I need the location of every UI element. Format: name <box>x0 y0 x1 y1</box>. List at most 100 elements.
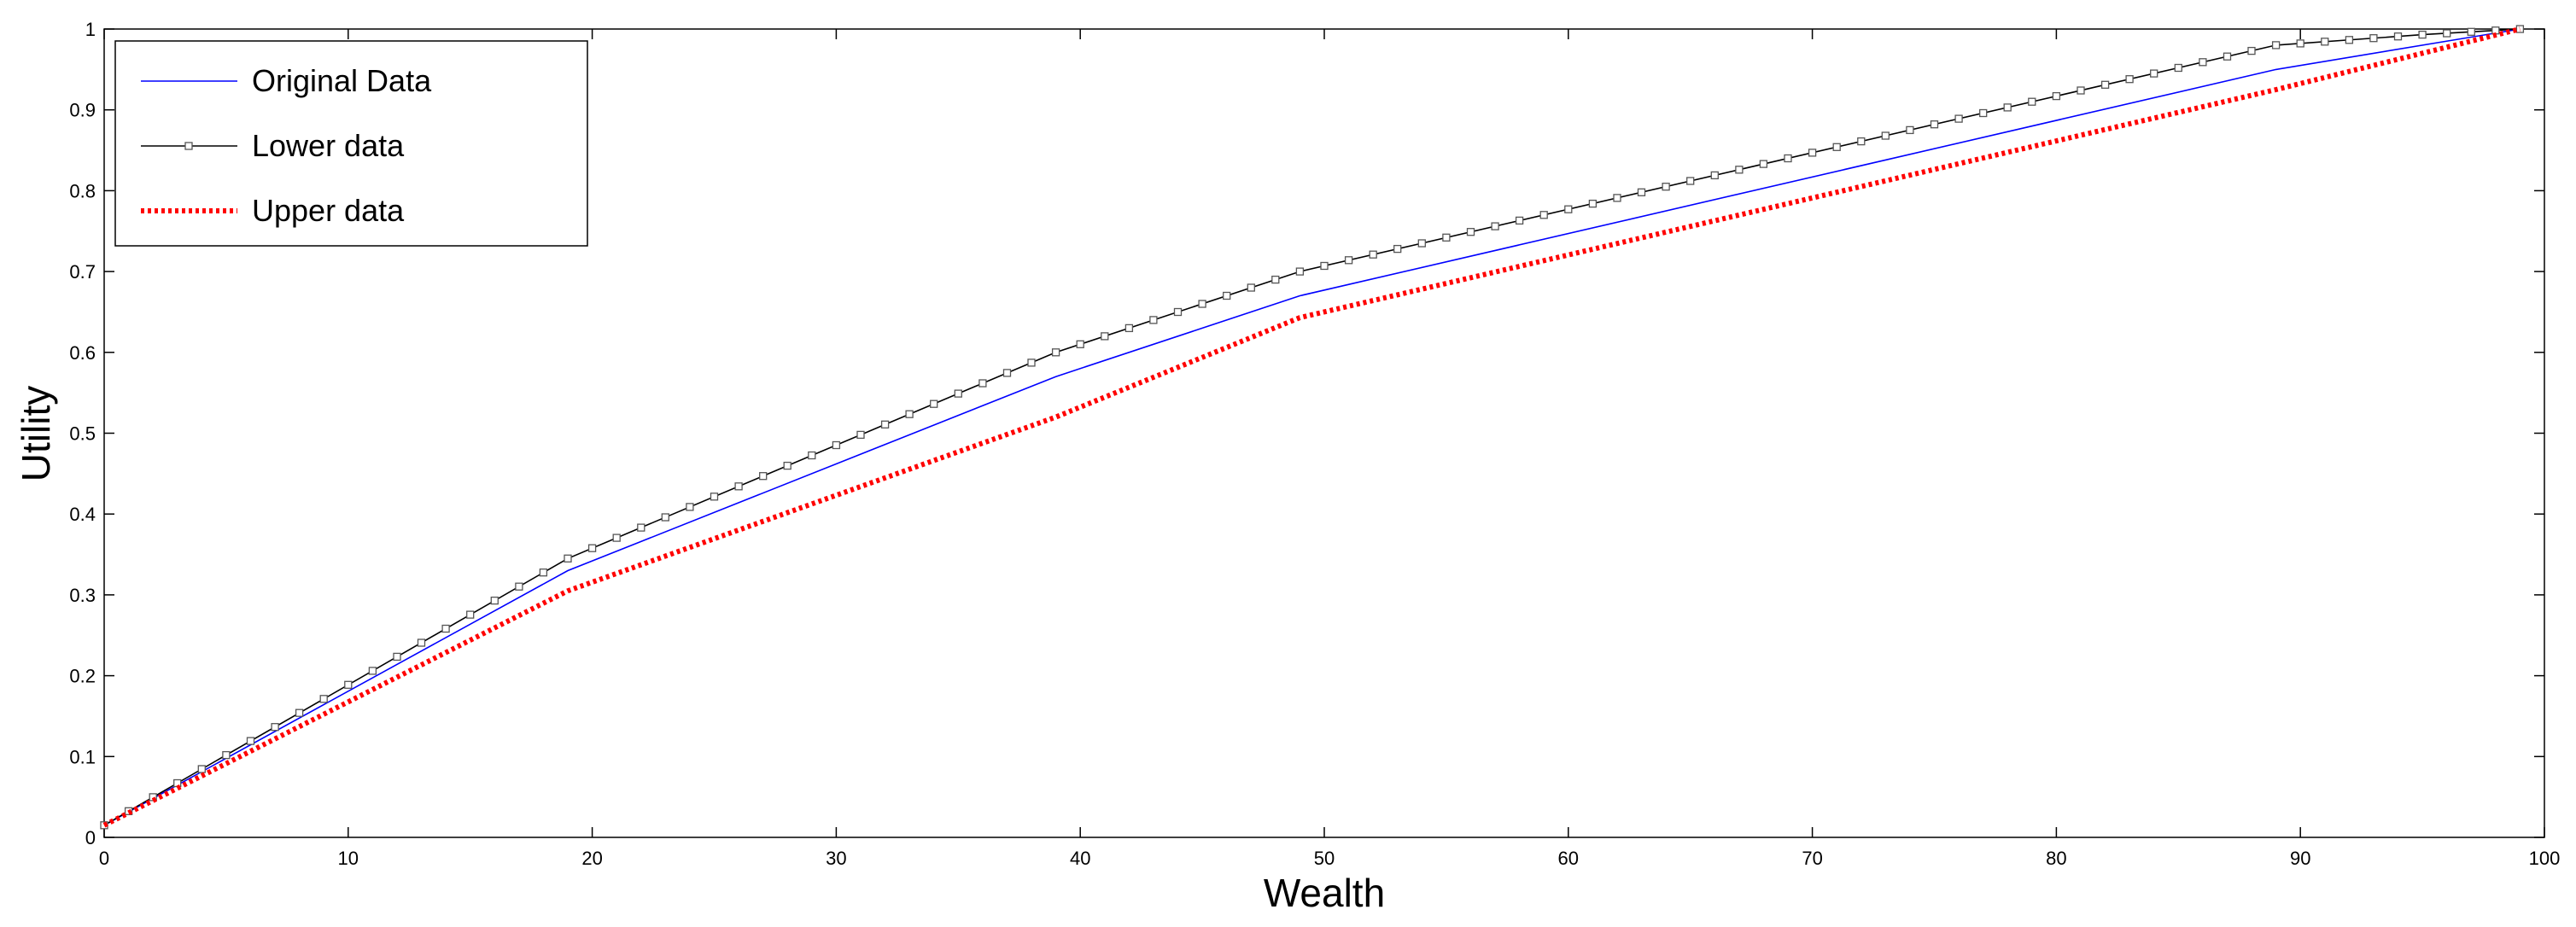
series-line <box>102 26 2521 828</box>
x-tick-label: 30 <box>826 848 846 869</box>
series-marker <box>1320 261 1329 271</box>
x-tick-label: 60 <box>1558 848 1579 869</box>
series-marker <box>2393 32 2403 41</box>
series-marker <box>1027 359 1036 367</box>
legend-label: Upper data <box>252 193 405 228</box>
legend-marker <box>184 142 193 150</box>
series-marker <box>1564 205 1573 213</box>
series-marker <box>954 389 962 398</box>
series-marker <box>1857 137 1866 146</box>
series-marker <box>734 482 743 491</box>
series-marker <box>295 708 304 717</box>
series-marker <box>246 737 255 745</box>
series-marker <box>1198 300 1206 308</box>
series-marker <box>661 513 669 522</box>
series-marker <box>1710 171 1719 180</box>
x-tick-label: 20 <box>581 848 602 869</box>
y-tick-label: 0.6 <box>69 342 96 364</box>
series-marker <box>2028 97 2036 106</box>
series-marker <box>1002 369 1012 377</box>
y-tick-label: 0.8 <box>69 180 96 201</box>
series-marker <box>1686 177 1695 185</box>
series-marker <box>2345 36 2354 44</box>
series-marker <box>417 638 426 647</box>
series-marker <box>490 596 499 605</box>
series-marker <box>197 765 206 773</box>
series-marker <box>2077 86 2085 95</box>
series-marker <box>1808 149 1817 157</box>
series-marker <box>319 695 328 703</box>
series-marker <box>880 420 890 429</box>
series-marker <box>783 461 791 470</box>
x-tick-label: 10 <box>338 848 359 869</box>
series-marker <box>2247 46 2256 55</box>
series-marker <box>2100 80 2110 89</box>
series-marker <box>2296 39 2304 48</box>
series-marker <box>466 610 475 619</box>
x-tick-label: 0 <box>99 848 109 869</box>
series-marker <box>832 440 841 450</box>
series-marker <box>1637 188 1646 196</box>
series-marker <box>1515 216 1524 225</box>
series-marker <box>2150 69 2158 78</box>
series-marker <box>1149 316 1158 324</box>
series-marker <box>637 523 645 532</box>
series-marker <box>515 582 523 591</box>
x-tick-label: 90 <box>2290 848 2310 869</box>
series-marker <box>1881 131 1890 140</box>
series-marker <box>808 451 816 460</box>
series-marker <box>1588 199 1598 208</box>
y-axis-label: Utility <box>14 386 58 481</box>
series-marker <box>2223 52 2232 61</box>
series-marker <box>2125 75 2134 84</box>
series-marker <box>1344 256 1353 265</box>
y-tick-label: 0.4 <box>69 504 96 525</box>
series-marker <box>2003 103 2012 112</box>
series-marker <box>1051 348 1060 357</box>
series-marker <box>1613 194 1621 202</box>
y-tick-label: 0.2 <box>69 666 96 687</box>
series-marker <box>2443 29 2451 38</box>
legend-label: Lower data <box>252 128 405 163</box>
y-tick-label: 0.9 <box>69 100 96 121</box>
series-marker <box>1784 154 1792 163</box>
x-tick-label: 100 <box>2529 848 2561 869</box>
series-marker <box>441 624 450 633</box>
series-marker <box>1369 250 1377 259</box>
series-marker <box>2369 34 2378 43</box>
series-marker <box>1759 160 1768 168</box>
series-marker <box>1662 183 1670 191</box>
series-marker <box>2515 25 2525 33</box>
x-axis-label: Wealth <box>1264 871 1385 915</box>
series-marker <box>2321 38 2329 46</box>
series-marker <box>930 399 938 408</box>
series-marker <box>2271 41 2281 50</box>
series-marker <box>1954 114 1963 123</box>
x-tick-label: 40 <box>1070 848 1090 869</box>
series-marker <box>271 723 279 732</box>
series-marker <box>1735 166 1744 174</box>
y-tick-label: 0.5 <box>69 423 96 445</box>
series-marker <box>1101 332 1109 341</box>
series-marker <box>1417 239 1426 248</box>
series-marker <box>612 533 621 542</box>
y-tick-label: 0 <box>85 827 96 848</box>
series-marker <box>1173 307 1183 317</box>
series-marker <box>539 568 548 577</box>
series-marker <box>856 430 865 440</box>
series-marker <box>344 680 353 689</box>
series-marker <box>710 493 719 501</box>
series-marker <box>1466 228 1475 236</box>
legend-label: Original Data <box>252 63 432 98</box>
series-marker <box>1539 211 1548 219</box>
x-tick-label: 70 <box>1802 848 1822 869</box>
legend: Original Data Lower data Upper data <box>114 40 588 247</box>
series-marker <box>1393 244 1402 254</box>
series-marker <box>1223 291 1231 300</box>
series-marker <box>222 750 231 760</box>
series-marker <box>1076 340 1084 348</box>
series-line <box>103 28 2521 826</box>
series-marker <box>1491 222 1499 230</box>
x-tick-label: 50 <box>1314 848 1335 869</box>
